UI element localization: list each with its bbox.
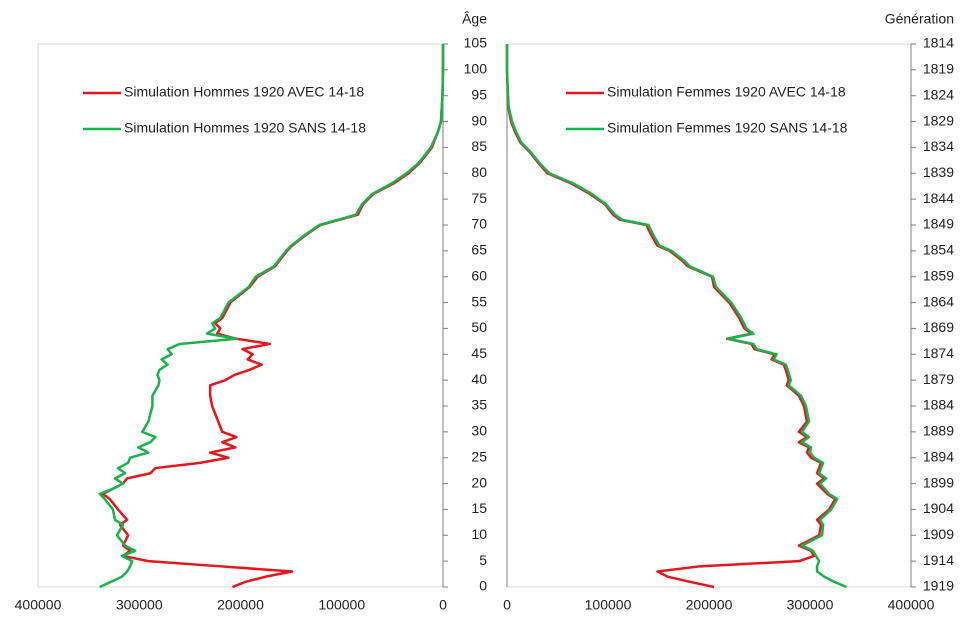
y-tick-label: 75 [471, 190, 487, 206]
y2-tick-label: 1919 [923, 578, 954, 594]
y-tick-label: 100 [464, 61, 488, 77]
x-tick-label: 0 [503, 597, 511, 613]
y2-tick-label: 1824 [923, 86, 954, 102]
y-axis-title: Âge [462, 11, 487, 27]
y2-axis-title: Génération [885, 11, 954, 27]
y2-tick-label: 1859 [923, 267, 954, 283]
x-tick-label: 0 [439, 597, 447, 613]
legend-label: Simulation Hommes 1920 AVEC 14-18 [124, 84, 364, 100]
y-tick-label: 10 [471, 526, 487, 542]
x-tick-label: 100000 [585, 597, 632, 613]
y2-tick-label: 1864 [923, 293, 954, 309]
y2-tick-label: 1844 [923, 190, 954, 206]
y2-tick-label: 1884 [923, 397, 954, 413]
y-tick-label: 15 [471, 500, 487, 516]
y2-tick-label: 1869 [923, 319, 954, 335]
y2-tick-label: 1874 [923, 345, 954, 361]
y2-tick-label: 1854 [923, 242, 954, 258]
y2-tick-label: 1814 [923, 35, 954, 51]
x-tick-label: 200000 [217, 597, 264, 613]
y-tick-label: 105 [464, 35, 488, 51]
y-tick-label: 20 [471, 474, 487, 490]
x-tick-label: 300000 [116, 597, 163, 613]
y2-tick-label: 1889 [923, 423, 954, 439]
series-line [505, 44, 847, 589]
y2-tick-label: 1899 [923, 474, 954, 490]
y-tick-label: 80 [471, 164, 487, 180]
y2-tick-label: 1879 [923, 371, 954, 387]
y2-tick-label: 1834 [923, 138, 954, 154]
y-tick-label: 65 [471, 242, 487, 258]
y-tick-label: 60 [471, 267, 487, 283]
legend-label: Simulation Femmes 1920 SANS 14-18 [607, 120, 848, 136]
y-tick-label: 5 [479, 552, 487, 568]
series-line [98, 44, 445, 589]
y2-tick-label: 1904 [923, 500, 954, 516]
x-tick-label: 400000 [888, 597, 935, 613]
y-tick-label: 55 [471, 293, 487, 309]
y-tick-label: 70 [471, 216, 487, 232]
y-tick-label: 95 [471, 86, 487, 102]
y2-tick-label: 1909 [923, 526, 954, 542]
y2-tick-label: 1914 [923, 552, 954, 568]
y2-tick-label: 1894 [923, 448, 954, 464]
y-tick-label: 45 [471, 345, 487, 361]
legend-label: Simulation Femmes 1920 AVEC 14-18 [607, 84, 846, 100]
y2-tick-label: 1849 [923, 216, 954, 232]
y-tick-label: 90 [471, 112, 487, 128]
x-tick-label: 300000 [787, 597, 834, 613]
y-tick-label: 50 [471, 319, 487, 335]
y-tick-label: 0 [479, 578, 487, 594]
y-tick-label: 35 [471, 397, 487, 413]
legend-label: Simulation Hommes 1920 SANS 14-18 [124, 120, 366, 136]
y-tick-label: 30 [471, 423, 487, 439]
y2-tick-label: 1819 [923, 61, 954, 77]
x-tick-label: 400000 [15, 597, 62, 613]
y-tick-label: 40 [471, 371, 487, 387]
y2-tick-label: 1829 [923, 112, 954, 128]
series-line [101, 44, 445, 589]
y-tick-label: 25 [471, 448, 487, 464]
y2-tick-label: 1839 [923, 164, 954, 180]
y-tick-label: 85 [471, 138, 487, 154]
x-tick-label: 100000 [318, 597, 365, 613]
x-tick-label: 200000 [686, 597, 733, 613]
